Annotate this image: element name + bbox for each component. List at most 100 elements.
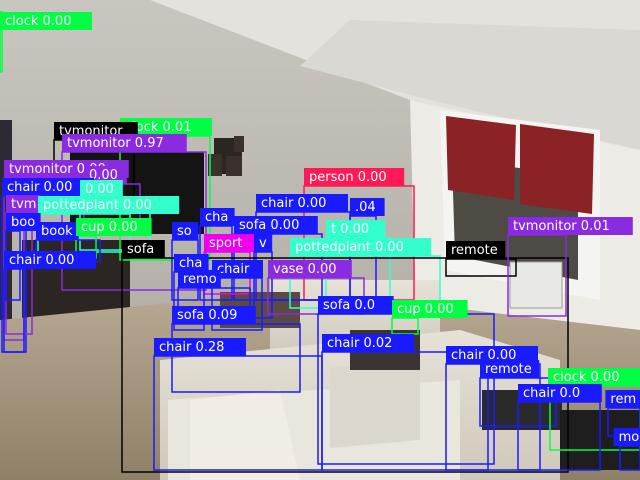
box-label-sofa: sofa 0.0: [318, 296, 394, 314]
label-background: [350, 198, 385, 216]
label-text: chair 0.00: [9, 253, 74, 268]
label-background: [304, 168, 405, 186]
label-text: .04: [355, 200, 376, 215]
box-label-chair: chair 0.00: [446, 346, 538, 364]
label-text: tvmonitor 0.97: [67, 136, 164, 151]
label-background: [518, 384, 602, 402]
label-background: [38, 196, 180, 214]
bounding-box-chair: [445, 363, 541, 471]
bounding-box-sofa: [171, 323, 301, 393]
label-text: clock 0.01: [125, 120, 191, 135]
label-background: [84, 166, 127, 184]
label-text: so: [177, 224, 192, 239]
label-text: boo: [11, 215, 35, 230]
box-label-sports: sport: [204, 234, 255, 252]
label-text: chair 0.0: [523, 386, 580, 401]
label-text: sport: [209, 236, 242, 251]
box-label-tvmonitor: tvmonitor 0.01: [508, 217, 633, 235]
label-background: [234, 216, 318, 234]
label-text: tvmonitor 0.00: [9, 162, 106, 177]
bounding-box-chair: [517, 401, 601, 471]
box-label-chair: v: [254, 234, 273, 252]
box-label-tvmonitor: tvmonitor 0.97: [62, 134, 187, 152]
label-text: mo: [619, 430, 640, 445]
bounding-box-remote: [445, 258, 517, 277]
label-text: t 0.00: [331, 222, 369, 237]
label-background: [318, 296, 394, 314]
label-text: chair 0.00: [7, 180, 72, 195]
box-label-remote: remote: [446, 241, 506, 259]
label-background: [36, 222, 79, 240]
box-label-chair: remote: [480, 360, 540, 378]
label-text: pottedplant 0.00: [43, 198, 152, 213]
label-text: sofa 0.09: [177, 308, 237, 323]
box-label-clock: clock 0.00: [548, 368, 640, 386]
box-label-chair: chair 0.00: [4, 251, 96, 269]
label-background: [548, 368, 640, 386]
box-label-chair: rem: [605, 390, 640, 408]
label-text: cha: [179, 256, 202, 271]
box-label-tvmonitor: 0.00: [84, 166, 127, 184]
label-text: rem: [610, 392, 636, 407]
box-label-remote: sofa: [122, 240, 165, 258]
label-background: [508, 217, 633, 235]
box-label-book: boo: [6, 213, 41, 231]
label-background: [62, 134, 187, 152]
label-background: [200, 208, 235, 226]
label-text: sofa: [127, 242, 154, 257]
label-text: chair 0.00: [261, 196, 326, 211]
box-label-tvmonitor: tvmonitor 0.00: [4, 160, 129, 178]
box-label-chair: chair 0.00: [256, 194, 348, 212]
label-text: tvmonitor 0.01: [513, 219, 610, 234]
label-background: [322, 334, 414, 352]
label-background: [76, 218, 152, 236]
bounding-box-chair: [321, 351, 489, 471]
box-label-pottedplant: 0.00: [80, 180, 123, 198]
box-label-clock: clock 0.00: [0, 12, 92, 30]
label-background: [446, 241, 506, 259]
label-text: v: [259, 236, 267, 251]
label-background: [392, 300, 468, 318]
label-text: cup 0.00: [81, 220, 138, 235]
label-text: clock 0.00: [5, 14, 71, 29]
box-label-cup: cup 0.00: [76, 218, 152, 236]
label-text: 0.00: [85, 182, 114, 197]
box-label-chair: sofa 0.00: [234, 216, 318, 234]
label-text: chair 0.02: [327, 336, 392, 351]
box-label-book: book: [36, 222, 79, 240]
label-background: [446, 346, 538, 364]
label-text: clock 0.00: [553, 370, 619, 385]
box-label-chair: .04: [350, 198, 385, 216]
label-background: [4, 251, 96, 269]
box-label-pottedplant: t 0.00: [326, 220, 386, 238]
label-background: [122, 240, 165, 258]
label-background: [154, 338, 246, 356]
box-label-pottedplant: pottedplant 0.00: [38, 196, 180, 214]
label-text: pottedplant 0.00: [295, 240, 404, 255]
label-background: [613, 428, 640, 446]
label-background: [605, 390, 640, 408]
label-background: [268, 260, 352, 278]
label-background: [120, 118, 212, 136]
box-label-chair: so: [172, 222, 199, 240]
box-label-chair: chair 0.28: [154, 338, 246, 356]
label-background: [290, 238, 432, 256]
box-label-chair: chair: [212, 260, 263, 278]
label-text: chair 0.00: [451, 348, 516, 363]
label-background: [178, 270, 221, 288]
box-label-chair: chair 0.00: [2, 178, 94, 196]
box-label-pottedplant: pottedplant 0.00: [290, 238, 432, 256]
box-label-person: person 0.00: [304, 168, 405, 186]
box-label-chair: mo: [613, 428, 640, 446]
box-label-chair: chair 0.0: [518, 384, 602, 402]
label-background: [256, 194, 348, 212]
label-text: remo: [183, 272, 217, 287]
label-background: [174, 254, 209, 272]
label-text: remote: [451, 243, 498, 258]
label-text: sofa 0.0: [323, 298, 375, 313]
box-label-chair: cha: [200, 208, 235, 226]
box-label-sofa: sofa 0.09: [172, 306, 256, 324]
